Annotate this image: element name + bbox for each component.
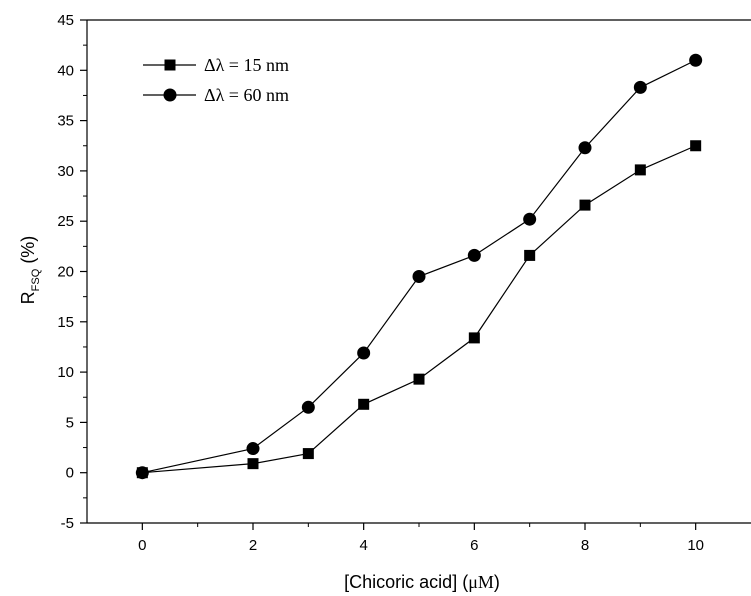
legend: Δλ = 15 nm Δλ = 60 nm <box>143 55 289 105</box>
y-tick-label: 35 <box>57 113 74 130</box>
legend-label: Δλ = 60 nm <box>204 85 289 105</box>
x-axis-title: [Chicoric acid] (μM) <box>344 572 500 592</box>
data-point <box>413 373 425 385</box>
data-point <box>247 458 259 470</box>
y-tick-label: 40 <box>57 62 74 79</box>
y-tick-label: 5 <box>66 414 74 431</box>
data-point <box>412 270 426 284</box>
legend-label: Δλ = 15 nm <box>204 55 289 75</box>
data-point <box>468 332 480 344</box>
data-point <box>579 199 591 211</box>
data-point <box>634 164 646 176</box>
data-point <box>135 466 149 480</box>
y-tick-label: 15 <box>57 314 74 331</box>
y-tick-label: 30 <box>57 163 74 180</box>
series-line <box>142 145 696 474</box>
x-tick-label: 10 <box>687 537 704 554</box>
data-point <box>689 53 703 67</box>
data-point <box>358 398 370 410</box>
legend-marker <box>163 88 177 102</box>
data-point <box>633 80 647 94</box>
data-point <box>467 248 481 262</box>
x-tick-label: 2 <box>249 537 257 554</box>
data-point <box>357 346 371 360</box>
x-axis: 0 2 4 6 8 10 <box>138 523 704 554</box>
x-tick-label: 0 <box>138 537 146 554</box>
y-tick-label: 0 <box>66 465 74 482</box>
y-axis: -5 0 5 10 15 20 25 30 35 40 45 <box>57 12 87 532</box>
x-tick-label: 8 <box>581 537 589 554</box>
y-tick-label: 45 <box>57 12 74 29</box>
legend-item: Δλ = 60 nm <box>143 85 289 105</box>
y-tick-label: 25 <box>57 213 74 230</box>
data-point <box>301 400 315 414</box>
data-point <box>302 448 314 460</box>
data-point <box>524 249 536 261</box>
data-point <box>523 212 537 226</box>
y-tick-label: -5 <box>61 515 74 532</box>
series-layer <box>135 53 703 480</box>
series-line <box>142 59 696 474</box>
y-axis-title: RFSQ (%) <box>18 236 42 305</box>
y-tick-label: 10 <box>57 364 74 381</box>
series-1 <box>136 140 702 479</box>
x-tick-label: 4 <box>359 537 367 554</box>
series-2 <box>135 53 703 480</box>
x-tick-label: 6 <box>470 537 478 554</box>
legend-marker <box>164 59 176 71</box>
data-point <box>246 442 260 456</box>
y-tick-label: 20 <box>57 264 74 281</box>
data-point <box>578 141 592 155</box>
legend-item: Δλ = 15 nm <box>143 55 289 75</box>
data-point <box>690 140 702 152</box>
